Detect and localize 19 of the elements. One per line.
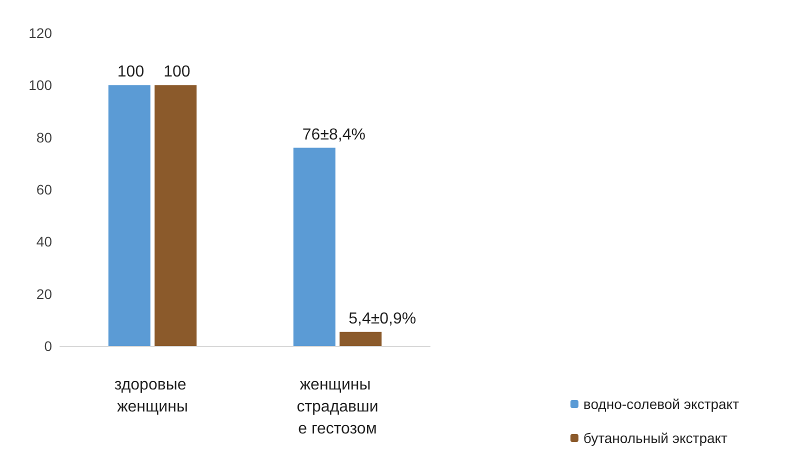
y-tick-label: 40	[36, 234, 52, 250]
y-tick-label: 0	[44, 338, 52, 354]
legend-label: бутанольный экстракт	[583, 430, 728, 446]
data-label: 76±8,4%	[302, 126, 366, 144]
bar	[340, 332, 382, 346]
y-tick-label: 120	[28, 25, 52, 41]
y-tick-label: 20	[36, 286, 52, 302]
data-label: 5,4±0,9%	[348, 310, 416, 328]
x-tick-label: здоровые женщины	[114, 376, 191, 416]
y-tick-label: 100	[28, 77, 52, 94]
bar	[154, 85, 197, 346]
data-label: 100	[117, 64, 144, 81]
data-label: 100	[164, 64, 190, 81]
legend-label: водно-солевой экстракт	[583, 396, 740, 412]
x-tick-label: женщины страдавшие гестозом	[296, 376, 378, 438]
bar	[293, 148, 336, 346]
y-tick-label: 60	[36, 182, 52, 198]
y-tick-label: 80	[36, 129, 52, 146]
bar	[108, 85, 150, 346]
